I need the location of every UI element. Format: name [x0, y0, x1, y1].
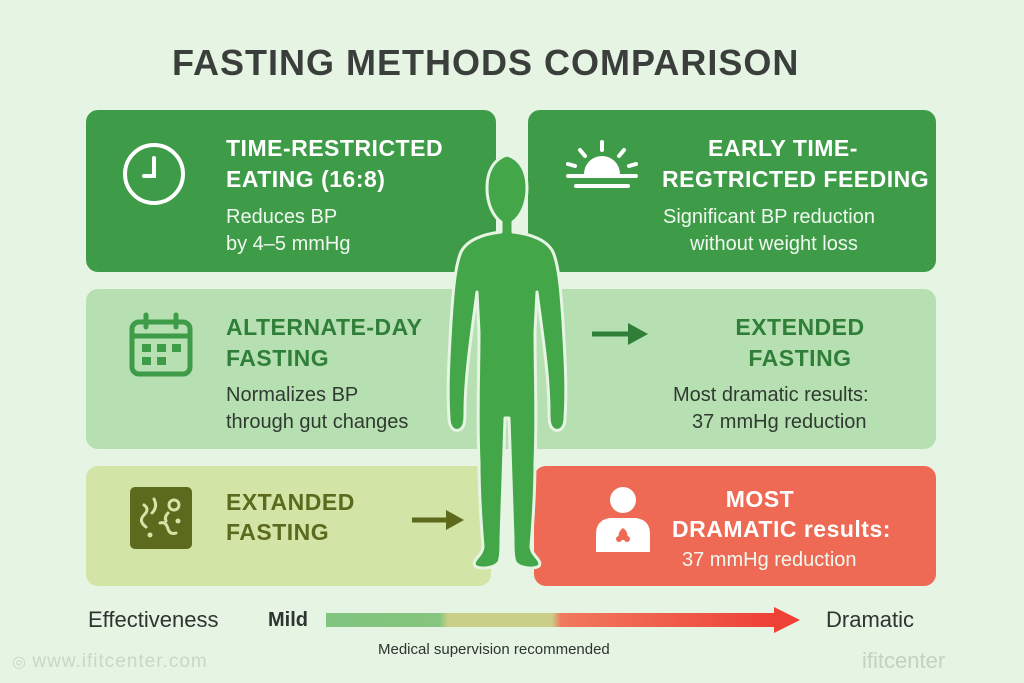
watermark-url-text: www.ifitcenter.com: [32, 651, 208, 672]
clock-icon: [123, 143, 185, 205]
card-early-time-restricted-feeding: [528, 110, 936, 272]
method-6-heading-line1: MOST: [725, 486, 795, 512]
method-2-heading-line1: EARLY TIME-: [708, 135, 858, 161]
legend-low-label: Mild: [268, 609, 308, 631]
method-3-body-line1: Normalizes BP: [226, 384, 359, 406]
medical-note: Medical supervision recommended: [378, 641, 610, 658]
method-6-body-line1: 37 mmHg reduction: [682, 549, 857, 571]
method-2-body-line1: Significant BP reduction: [663, 206, 875, 228]
method-2-heading-line2: REGTRICTED FEEDING: [662, 166, 930, 192]
legend-high-label: Dramatic: [826, 607, 915, 632]
method-3-heading-line2: FASTING: [226, 345, 330, 371]
effectiveness-gradient-bar: [326, 607, 800, 633]
globe-icon: ◎: [12, 654, 33, 671]
method-1-body-line2: by 4–5 mmHg: [226, 233, 351, 255]
method-5-heading-line2: FASTING: [226, 519, 330, 545]
method-6-heading-line2: DRAMATIC results:: [672, 516, 891, 542]
method-2-body-line2: without weight loss: [690, 233, 858, 255]
gut-microbiome-icon: [130, 487, 192, 549]
method-4-heading-line2: FASTING: [748, 345, 852, 371]
method-1-heading-line2: EATING (16:8): [226, 166, 386, 192]
method-5-heading-line1: EXTANDED: [226, 489, 355, 515]
method-3-heading-line1: ALTERNATE-DAY: [226, 314, 423, 340]
human-figure-icon: [446, 152, 568, 570]
watermark-url: ◎ www.ifitcenter.com: [12, 651, 208, 673]
sunrise-icon: [566, 140, 638, 188]
method-4-heading-line1: EXTENDED: [735, 314, 865, 340]
doctor-icon: [596, 487, 650, 552]
method-4-body-line1: Most dramatic results:: [673, 384, 869, 406]
watermark-logo: ifitcenter: [862, 648, 946, 673]
method-4-body-line2: 37 mmHg reduction: [692, 411, 867, 433]
arrow-right-icon: [592, 323, 648, 345]
legend-label: Effectiveness: [88, 607, 219, 632]
method-1-body-line1: Reduces BP: [226, 206, 338, 228]
method-3-body-line2: through gut changes: [226, 411, 409, 433]
arrow-right-icon: [412, 510, 464, 530]
method-1-heading-line1: TIME-RESTRICTED: [226, 135, 444, 161]
page-title: FASTING METHODS COMPARISON: [172, 42, 800, 83]
card-time-restricted-eating: [86, 110, 496, 272]
calendar-icon: [129, 312, 193, 377]
